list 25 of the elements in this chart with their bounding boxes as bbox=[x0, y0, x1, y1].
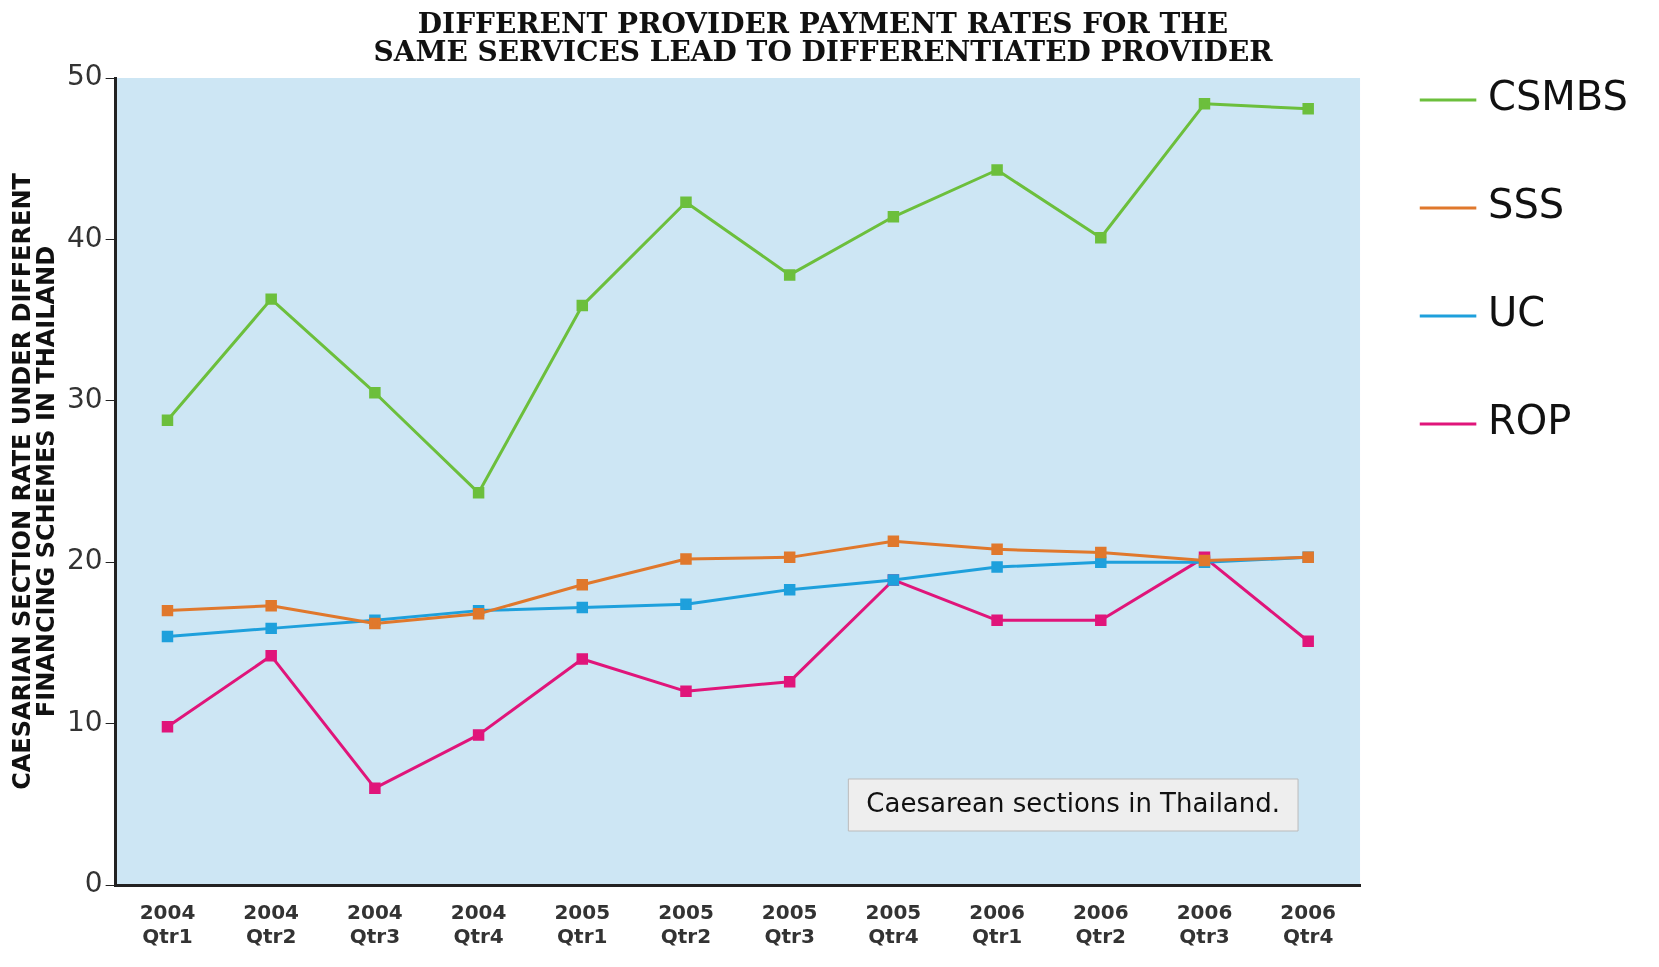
x-tick-label: 2005 Qtr2 bbox=[658, 900, 714, 949]
x-tick-label: 2004 Qtr4 bbox=[450, 900, 507, 949]
x-tick-label: 2004 Qtr3 bbox=[347, 900, 403, 949]
legend-label: UC bbox=[1488, 289, 1546, 336]
y-tick-label: 40 bbox=[66, 220, 103, 254]
legend-label: SSS bbox=[1488, 181, 1565, 228]
x-tick-label: 2006 Qtr3 bbox=[1176, 900, 1233, 949]
y-tick-label: 10 bbox=[66, 704, 103, 738]
legend-label: ROP bbox=[1488, 397, 1572, 444]
y-axis-title: CAESARIAN SECTION RATE UNDER DIFFERENT FINANCING SCHEMES IN THAILAND bbox=[8, 172, 61, 790]
x-tick-label: 2004 Qtr2 bbox=[243, 900, 300, 949]
x-tick-label: 2006 Qtr4 bbox=[1280, 900, 1337, 949]
annotation: Caesarean sections in Thailand. bbox=[866, 787, 1281, 818]
y-tick-label: 0 bbox=[84, 866, 103, 900]
x-tick-label: 2005 Qtr1 bbox=[554, 900, 611, 949]
chart-title: DIFFERENT PROVIDER PAYMENT RATES FOR THE SAME SERVICES LEAD TO DIFFERENTIATED PROVIDER bbox=[373, 7, 1274, 69]
y-tick-label: 20 bbox=[66, 543, 103, 577]
x-tick-label: 2006 Qtr1 bbox=[969, 900, 1025, 949]
x-tick-label: 2005 Qtr4 bbox=[865, 900, 922, 949]
y-tick-label: 30 bbox=[66, 382, 103, 416]
y-tick-label: 50 bbox=[66, 59, 103, 93]
legend-label: CSMBS bbox=[1488, 73, 1629, 120]
x-tick-label: 2004 Qtr1 bbox=[139, 900, 196, 949]
x-tick-label: 2006 Qtr2 bbox=[1072, 900, 1129, 949]
x-tick-label: 2005 Qtr3 bbox=[761, 900, 818, 949]
